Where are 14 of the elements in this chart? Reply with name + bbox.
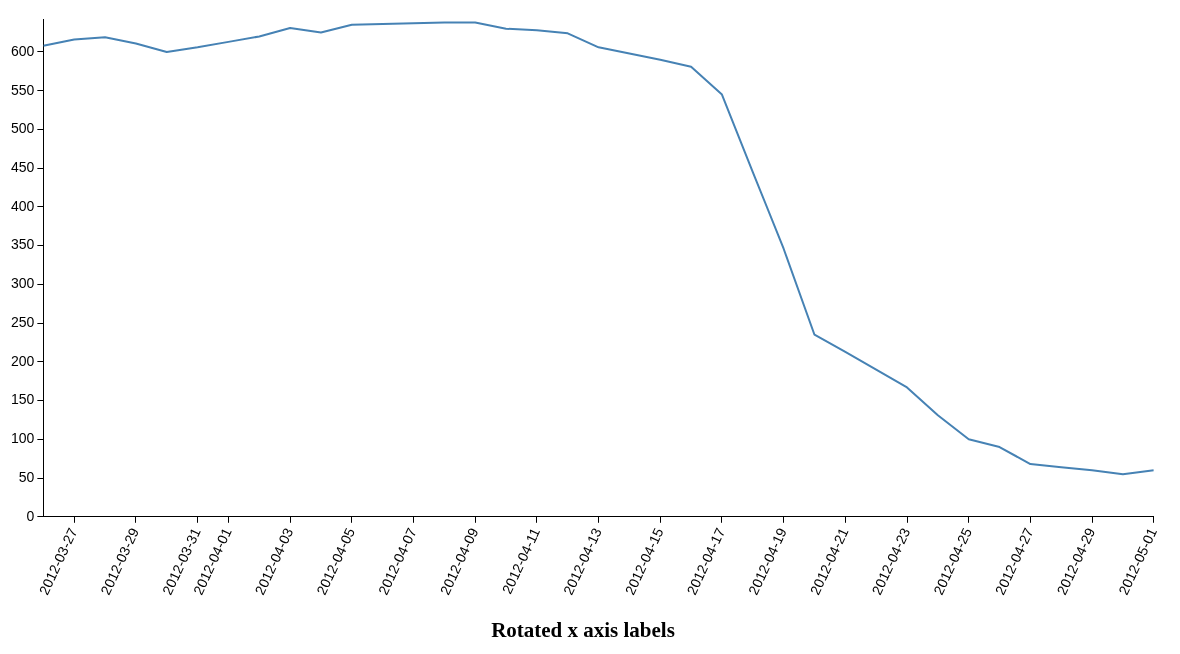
y-tick-label: 350 xyxy=(11,236,35,253)
y-tick-label: 250 xyxy=(11,313,35,330)
y-tick-label: 150 xyxy=(11,391,35,408)
y-tick-label: 500 xyxy=(11,120,35,137)
y-tick-label: 600 xyxy=(11,42,35,59)
y-tick-label: 300 xyxy=(11,275,35,292)
y-tick-label: 400 xyxy=(11,197,35,214)
text: Rotated x axis labels xyxy=(491,617,675,642)
y-tick-label: 200 xyxy=(11,352,35,369)
y-tick-label: 550 xyxy=(11,81,35,98)
y-tick-label: 450 xyxy=(11,159,35,176)
y-tick-label: 100 xyxy=(11,430,35,447)
y-tick-label: 50 xyxy=(18,468,35,485)
y-tick-label: 0 xyxy=(26,507,35,524)
